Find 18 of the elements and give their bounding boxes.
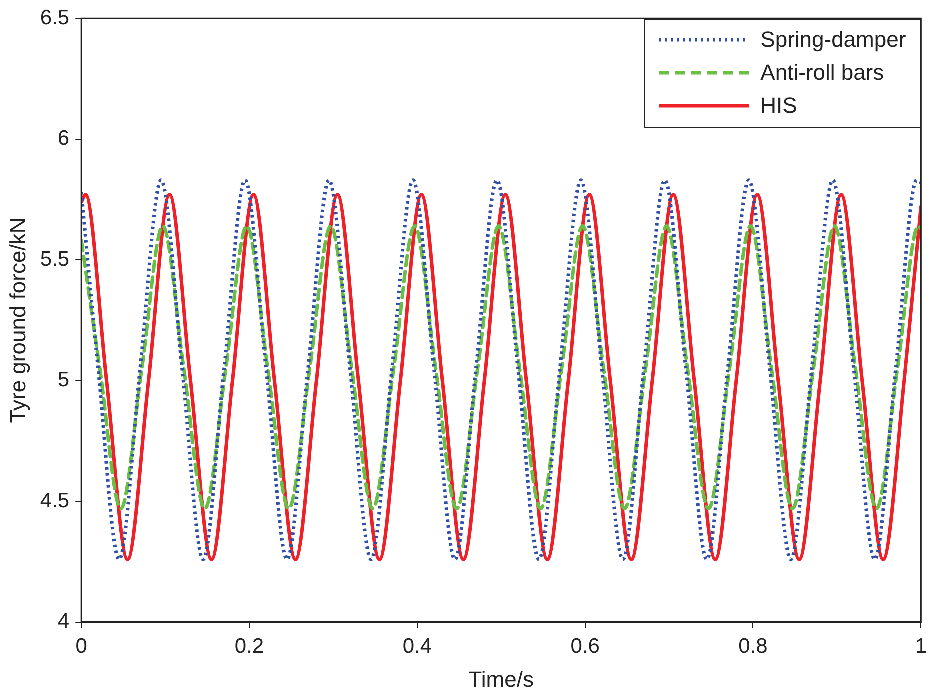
x-tick-label: 0 — [76, 634, 88, 658]
x-tick-label: 0.4 — [402, 634, 432, 658]
y-tick-label: 4.5 — [40, 489, 70, 512]
x-tick-label: 1 — [915, 634, 928, 658]
x-tick-label: 0.8 — [738, 634, 768, 658]
line-series — [82, 224, 922, 511]
x-tick-label: 0.2 — [234, 634, 264, 658]
legend-label: Anti-roll bars — [760, 60, 884, 86]
legend-label: HIS — [760, 93, 798, 120]
y-tick-label: 6 — [58, 127, 70, 150]
x-tick-label: 0.6 — [570, 634, 600, 658]
y-axis-title: Tyre ground force/kN — [5, 218, 30, 424]
y-tick-label: 4 — [58, 610, 70, 634]
y-tick-label: 5.5 — [40, 248, 70, 271]
x-axis-title: Time/s — [468, 666, 534, 692]
y-tick-label: 5 — [58, 368, 70, 392]
legend-label: Spring-damper — [760, 27, 906, 54]
y-tick-label: 6.5 — [40, 6, 70, 30]
